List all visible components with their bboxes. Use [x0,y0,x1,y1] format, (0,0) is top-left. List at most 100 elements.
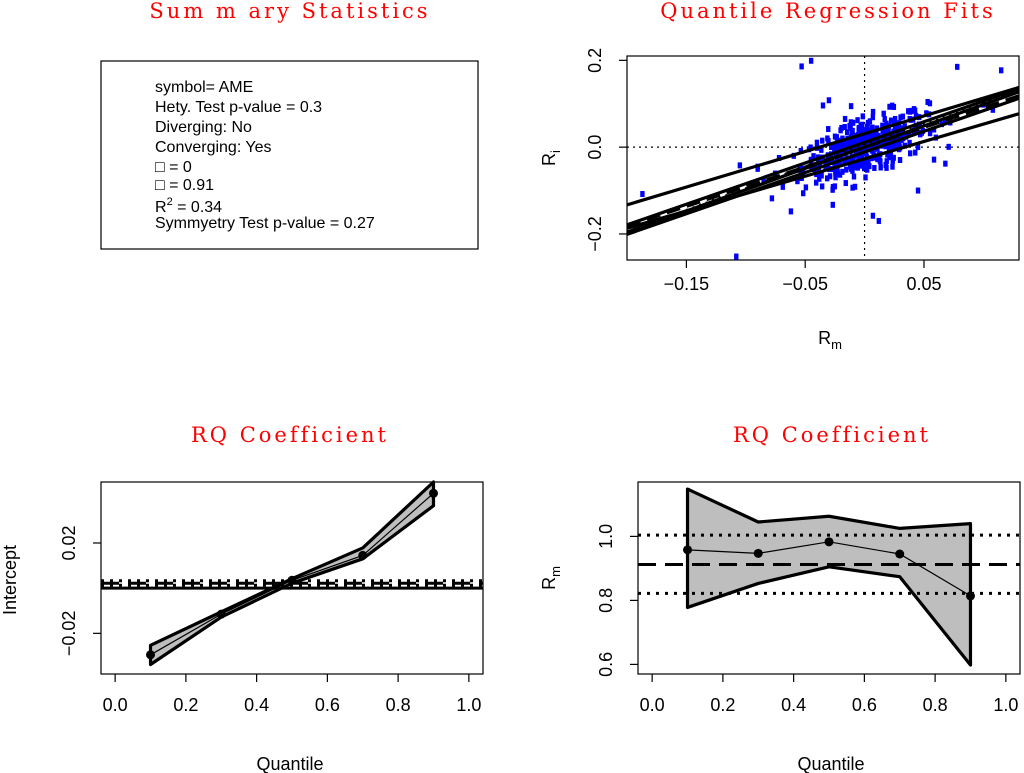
intercept-x-tick-label: 1.0 [456,695,481,715]
scatter-y-label-sub: i [548,150,563,153]
scatter-title: Quantile Regression Fits [660,0,996,23]
scatter-x-tick-label: −0.05 [782,274,828,294]
scatter-point [842,123,847,130]
scatter-point [847,122,852,129]
scatter-point [840,135,845,142]
scatter-point [844,166,849,173]
intercept-estimate-point [216,609,226,619]
scatter-point [808,57,814,64]
scatter-point [895,142,900,149]
scatter-point [814,179,819,186]
summary-title: Sum m ary Statistics [149,0,430,23]
slope-panel: RQ Coefficient 0.0 0.2 0.4 0.6 0.8 1.0 0.6 0.8 1… [539,423,1021,773]
scatter-point [884,120,889,127]
scatter-layer: −0.15 −0.05 0.05 −0.2 0.0 0.2 [585,48,1019,294]
scatter-y-tick-label: 0.2 [585,48,605,73]
scatter-point [859,133,865,140]
scatter-point [755,165,760,172]
scatter-point [870,212,876,219]
scatter-point [811,153,816,160]
scatter-point [857,148,862,155]
scatter-point [915,187,921,194]
slope-layer: 0.0 0.2 0.4 0.6 0.8 1.0 0.6 0.8 1.0 [596,487,1020,715]
scatter-point [850,119,856,126]
scatter-x-label-sub: m [831,337,842,352]
slope-confidence-band [685,487,973,667]
slope-y-tick-label: 1.0 [596,524,616,549]
scatter-point [848,103,854,110]
scatter-point [814,139,820,146]
scatter-point [843,180,848,187]
stat-symmetry-test: Symmyetry Test p-value = 0.27 [155,215,375,232]
slope-x-tick-label: 0.0 [640,695,665,715]
intercept-estimate-point [428,488,438,498]
slope-estimate-point [965,591,975,601]
scatter-point [943,117,948,124]
intercept-estimate-point [146,650,156,660]
scatter-point [863,174,868,181]
summary-box [100,60,479,250]
scatter-point [878,164,883,171]
scatter-point [927,130,933,137]
scatter-x-tick-label: −0.15 [664,274,710,294]
slope-x-tick-label: 0.8 [923,695,948,715]
scatter-panel: Quantile Regression Fits −0.15 −0.05 0.05−… [539,0,1020,352]
scatter-point [891,154,896,161]
scatter-point [907,139,912,146]
scatter-point [800,190,806,197]
scatter-point [884,127,890,134]
scatter-point [872,164,877,171]
stat-r2-symbol: R [155,199,167,216]
scatter-point [892,142,897,149]
scatter-point [852,137,857,144]
scatter-point [825,163,830,170]
slope-estimate-point [753,548,763,558]
scatter-point [837,143,843,150]
scatter-point [833,167,838,174]
scatter-point [906,108,911,115]
scatter-point [891,119,896,126]
scatter-point [829,144,834,151]
scatter-point [890,163,895,170]
scatter-point [927,100,933,107]
scatter-point [842,140,847,147]
scatter-point [839,155,844,162]
scatter-point [831,143,836,150]
stat-beta: □ = 0.91 [155,177,214,194]
scatter-point [865,132,871,139]
scatter-fit-line-q07 [627,87,1019,227]
intercept-estimate-point [287,575,297,585]
scatter-point [859,152,865,159]
intercept-confidence-band [148,480,436,667]
scatter-x-label: Rm [818,328,842,352]
scatter-point [869,126,874,133]
scatter-point [830,201,835,208]
scatter-x-label-main: R [818,328,831,348]
intercept-x-label: Quantile [256,754,323,773]
scatter-point [913,149,918,156]
scatter-point [888,152,894,159]
scatter-point [859,160,865,167]
scatter-point [832,133,838,140]
intercept-x-tick-label: 0.2 [173,695,198,715]
intercept-title: RQ Coefficient [191,423,389,447]
scatter-point [734,253,739,260]
scatter-point [946,143,951,150]
scatter-point [817,175,822,182]
scatter-point [890,157,895,164]
scatter-point [911,106,917,113]
scatter-point [847,146,852,153]
scatter-point [998,67,1004,74]
intercept-estimate-line [150,492,434,656]
scatter-point [850,167,855,174]
scatter-point [864,136,870,143]
scatter-point [870,108,876,115]
slope-y-label: Rm [539,566,563,590]
slope-x-tick-label: 1.0 [993,695,1018,715]
scatter-point [864,123,870,130]
slope-x-tick-label: 0.2 [710,695,735,715]
scatter-point [925,98,930,105]
scatter-point [761,177,766,184]
intercept-x-tick-label: 0.8 [386,695,411,715]
